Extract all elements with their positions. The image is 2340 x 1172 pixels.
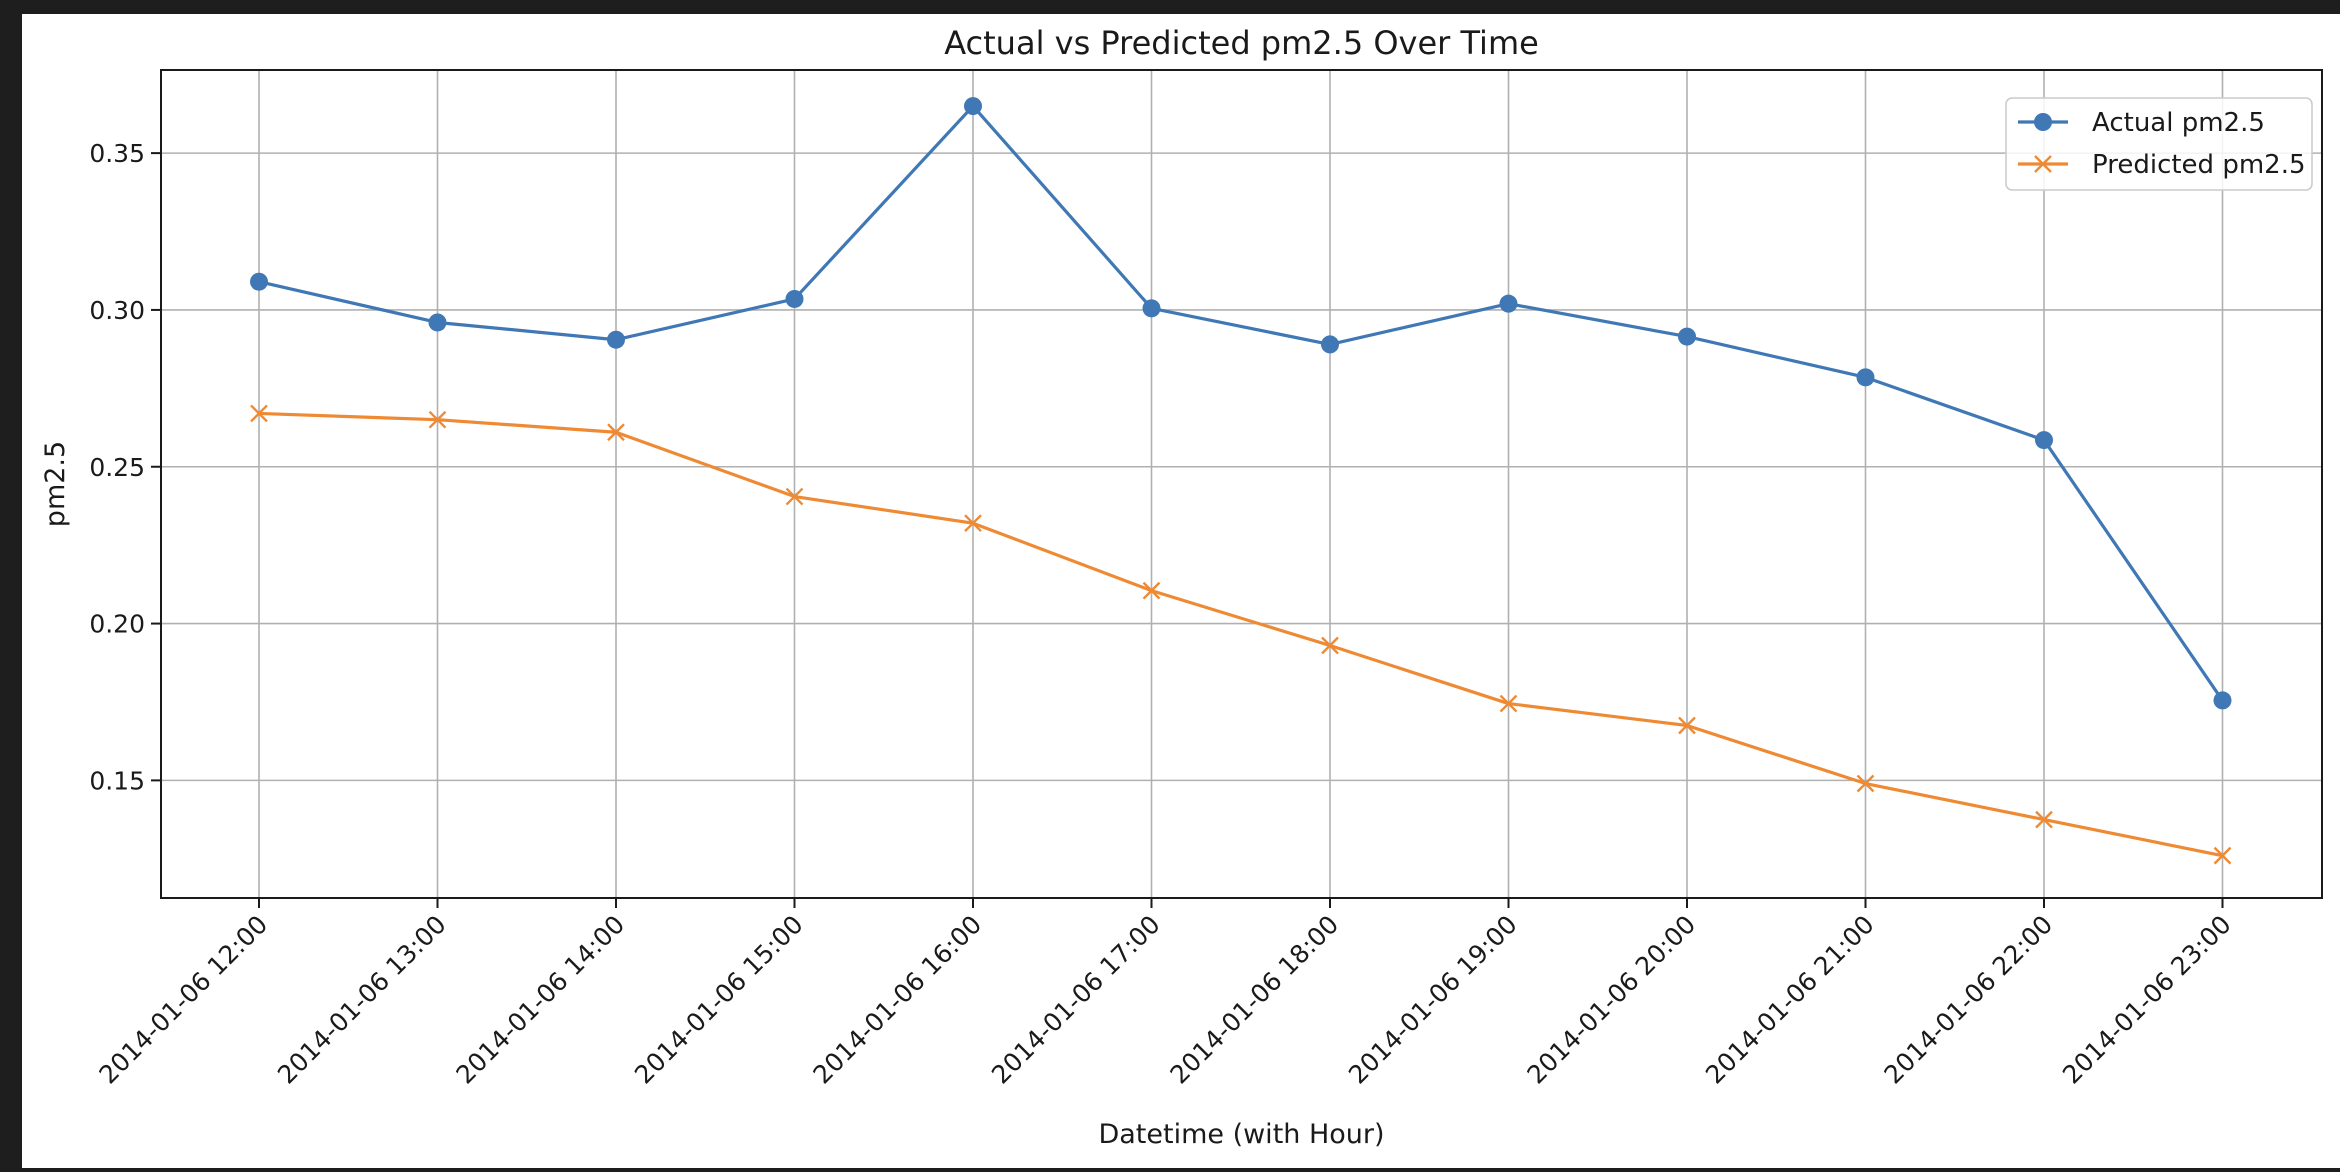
data-point (250, 404, 268, 423)
grid-lines (161, 70, 2322, 898)
plot-area-frame (160, 69, 2323, 899)
x-tick-label: 2014-01-06 17:00 (986, 910, 1166, 1090)
data-point-stroke (2034, 155, 2052, 173)
data-point (785, 487, 804, 506)
legend-item: Actual pm2.5 (2018, 108, 2265, 138)
data-point (607, 330, 625, 349)
data-point (1321, 636, 1339, 655)
legend: Actual pm2.5 Predicted pm2.5 (2005, 97, 2313, 191)
legend-box (2005, 97, 2313, 191)
data-point (1142, 299, 1161, 318)
x-axis-title: Datetime (with Hour) (1098, 1119, 1384, 1150)
x-tick-label: 2014-01-06 20:00 (1521, 910, 1701, 1090)
data-point (250, 272, 268, 291)
data-point (428, 313, 447, 332)
y-axis-title: pm2.5 (40, 441, 71, 527)
x-tick-label: 2014-01-06 23:00 (2057, 910, 2237, 1090)
data-point (2034, 155, 2052, 173)
data-point (964, 514, 982, 533)
data-point (1499, 294, 1518, 313)
data-point (1856, 774, 1875, 793)
x-tick-label: 2014-01-06 21:00 (1700, 910, 1880, 1090)
data-point (1321, 335, 1339, 354)
data-point (1678, 716, 1696, 735)
x-tick-label: 2014-01-06 14:00 (450, 910, 630, 1090)
y-tick-label: 0.20 (89, 610, 145, 639)
data-point-stroke (1142, 581, 1161, 600)
data-point-stroke (250, 404, 268, 423)
data-point (785, 289, 804, 308)
data-point (2213, 691, 2232, 710)
data-point-stroke (2035, 810, 2053, 829)
legend-item: Predicted pm2.5 (2018, 150, 2306, 180)
data-point (607, 423, 625, 442)
line-chart: Actual vs Predicted pm2.5 Over Time 0.15… (40, 24, 2323, 1150)
series-line (258, 411, 2223, 858)
data-point-stroke (785, 487, 804, 506)
x-tick-label: 2014-01-06 19:00 (1343, 910, 1523, 1090)
data-point (1499, 694, 1518, 713)
data-point-stroke (2213, 846, 2232, 865)
data-point (964, 97, 982, 116)
series-predicted (250, 404, 2232, 865)
chart-figure: Actual vs Predicted pm2.5 Over Time 0.15… (22, 14, 2340, 1168)
data-point (428, 410, 447, 429)
y-tick-label: 0.15 (89, 766, 145, 795)
data-point (1678, 327, 1696, 346)
data-point-stroke (1678, 716, 1696, 735)
x-tick-label: 2014-01-06 12:00 (93, 910, 273, 1090)
data-point-stroke (1321, 636, 1339, 655)
y-axis: 0.15 0.20 0.25 0.30 0.35 (89, 139, 161, 795)
legend-label: Predicted pm2.5 (2092, 150, 2306, 180)
data-point-stroke (1856, 774, 1875, 793)
data-point (2034, 113, 2052, 131)
series-group (250, 97, 2232, 865)
data-point-stroke (1499, 694, 1518, 713)
data-point (1142, 581, 1161, 600)
data-point-stroke (607, 423, 625, 442)
data-point (2213, 846, 2232, 865)
data-point (2035, 810, 2053, 829)
x-tick-label: 2014-01-06 22:00 (1878, 910, 2058, 1090)
y-tick-label: 0.35 (89, 139, 145, 168)
data-point-stroke (964, 514, 982, 533)
x-tick-label: 2014-01-06 16:00 (807, 910, 987, 1090)
x-tick-label: 2014-01-06 13:00 (272, 910, 452, 1090)
data-point (1856, 368, 1875, 387)
legend-label: Actual pm2.5 (2092, 108, 2265, 138)
x-tick-label: 2014-01-06 15:00 (629, 910, 809, 1090)
data-point-stroke (428, 410, 447, 429)
y-tick-label: 0.30 (89, 296, 145, 325)
x-tick-label: 2014-01-06 18:00 (1164, 910, 1344, 1090)
series-line (258, 104, 2224, 702)
y-tick-label: 0.25 (89, 453, 145, 482)
chart-title: Actual vs Predicted pm2.5 Over Time (944, 24, 1539, 62)
series-actual (250, 97, 2232, 710)
data-point (2035, 431, 2053, 450)
